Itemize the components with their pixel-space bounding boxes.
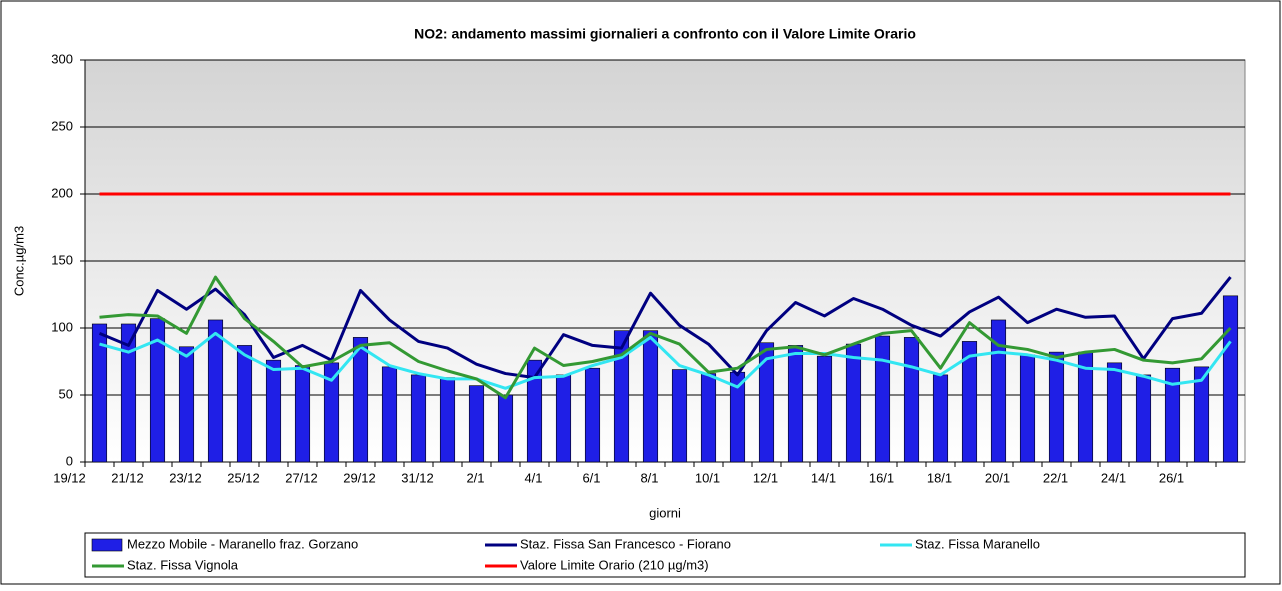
legend [84,532,1246,578]
bar [874,335,891,463]
bar [758,342,775,463]
bar [178,346,195,463]
x-tick-label: 14/1 [811,470,836,485]
bar [961,341,978,463]
bar [1193,366,1210,463]
bar [787,345,804,463]
x-tick-label: 18/1 [927,470,952,485]
x-tick-label: 25/12 [227,470,260,485]
bar [352,337,369,463]
bar [555,374,572,463]
bar [1222,295,1239,463]
bar [845,343,862,463]
y-tick-label: 0 [66,453,73,468]
x-tick-label: 27/12 [285,470,318,485]
x-tick-label: 2/1 [466,470,484,485]
x-tick-label: 12/1 [753,470,778,485]
bar [613,330,630,463]
bar [410,374,427,463]
bar [584,367,601,463]
x-tick-label: 21/12 [111,470,144,485]
x-tick-label: 4/1 [524,470,542,485]
bar [265,359,282,463]
bar [526,359,543,463]
line-series [99,275,1232,400]
bar [903,337,920,463]
bar [700,373,717,463]
x-tick-label: 31/12 [401,470,434,485]
bar [816,355,833,463]
legend-label: Staz. Fissa San Francesco - Fiorano [520,536,731,551]
bar [149,318,166,463]
x-tick-label: 19/12 [53,470,86,485]
legend-label: Mezzo Mobile - Maranello fraz. Gorzano [127,536,358,551]
bar [468,385,485,463]
legend-swatch [91,538,123,552]
x-tick-label: 26/1 [1159,470,1184,485]
y-tick-label: 50 [59,386,73,401]
bar [439,377,456,463]
bar [91,323,108,463]
line-series [99,331,1232,390]
bar [671,369,688,463]
bar [497,394,514,463]
bar [1135,374,1152,463]
bar [120,323,137,463]
bar [1106,362,1123,463]
chart-title: NO2: andamento massimi giornalieri a con… [414,26,916,42]
x-tick-label: 6/1 [582,470,600,485]
bar [932,374,949,463]
x-tick-label: 10/1 [695,470,720,485]
bar [1048,351,1065,463]
y-tick-label: 100 [51,319,73,334]
bar [1019,354,1036,463]
y-axis-label: Conc.µg/m3 [11,226,26,296]
x-tick-label: 29/12 [343,470,376,485]
y-tick-label: 200 [51,185,73,200]
bar [236,345,253,463]
x-tick-label: 24/1 [1101,470,1126,485]
x-tick-label: 8/1 [640,470,658,485]
legend-label: Staz. Fissa Maranello [915,536,1040,551]
y-tick-label: 250 [51,118,73,133]
bar [207,319,224,463]
line-series [98,276,1232,380]
x-tick-label: 16/1 [869,470,894,485]
x-tick-label: 22/1 [1043,470,1068,485]
bar [294,365,311,463]
bar [990,319,1007,463]
legend-label: Staz. Fissa Vignola [127,557,239,572]
legend-label: Valore Limite Orario (210 µg/m3) [520,557,709,572]
bar [381,366,398,463]
bar [1164,367,1181,463]
x-tick-label: 23/12 [169,470,202,485]
x-axis-label: giorni [649,505,681,520]
y-tick-label: 150 [51,252,73,267]
y-tick-label: 300 [51,51,73,66]
x-tick-label: 20/1 [985,470,1010,485]
bar [642,330,659,463]
